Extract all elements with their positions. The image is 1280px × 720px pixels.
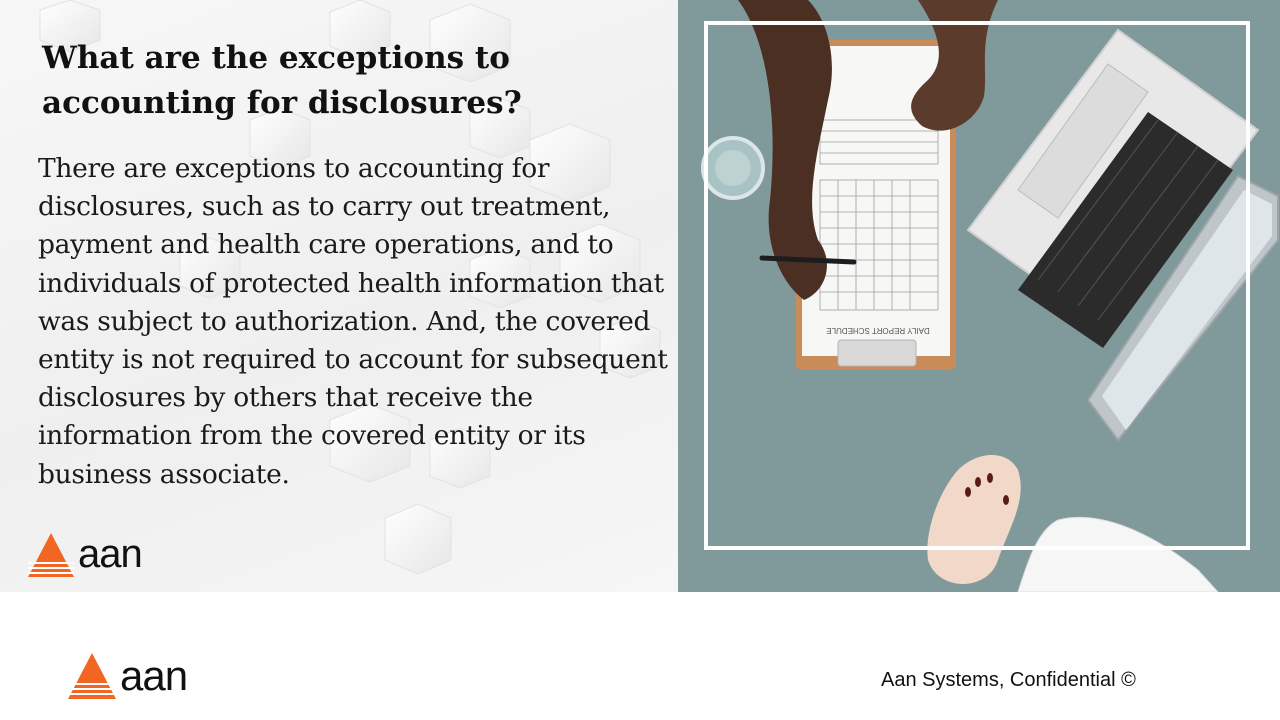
logo-triangle-icon: [68, 653, 116, 699]
company-logo-small: aan: [28, 532, 143, 577]
svg-text:DAILY REPORT SCHEDULE: DAILY REPORT SCHEDULE: [826, 326, 929, 335]
desk-scene-image: DAILY REPORT SCHEDULE: [678, 0, 1280, 592]
confidential-notice: Aan Systems, Confidential ©: [881, 669, 1136, 691]
white-frame: [704, 21, 1250, 550]
hexagon-background: [39, 0, 661, 575]
meeting-photo: DAILY REPORT SCHEDULE: [678, 0, 1280, 592]
logo-wordmark: aan: [120, 652, 188, 699]
slide-body-text: There are exceptions to accounting for d…: [38, 153, 668, 490]
company-logo: aan: [68, 652, 188, 700]
slide-title: What are the exceptions to accounting fo…: [42, 40, 522, 121]
water-glass-icon: [701, 136, 765, 200]
logo-wordmark: aan: [78, 532, 143, 576]
slide: What are the exceptions to accounting fo…: [0, 0, 1280, 592]
logo-triangle-icon: [28, 532, 74, 577]
laptop-icon: [966, 28, 1279, 442]
text-panel: What are the exceptions to accounting fo…: [0, 0, 678, 592]
